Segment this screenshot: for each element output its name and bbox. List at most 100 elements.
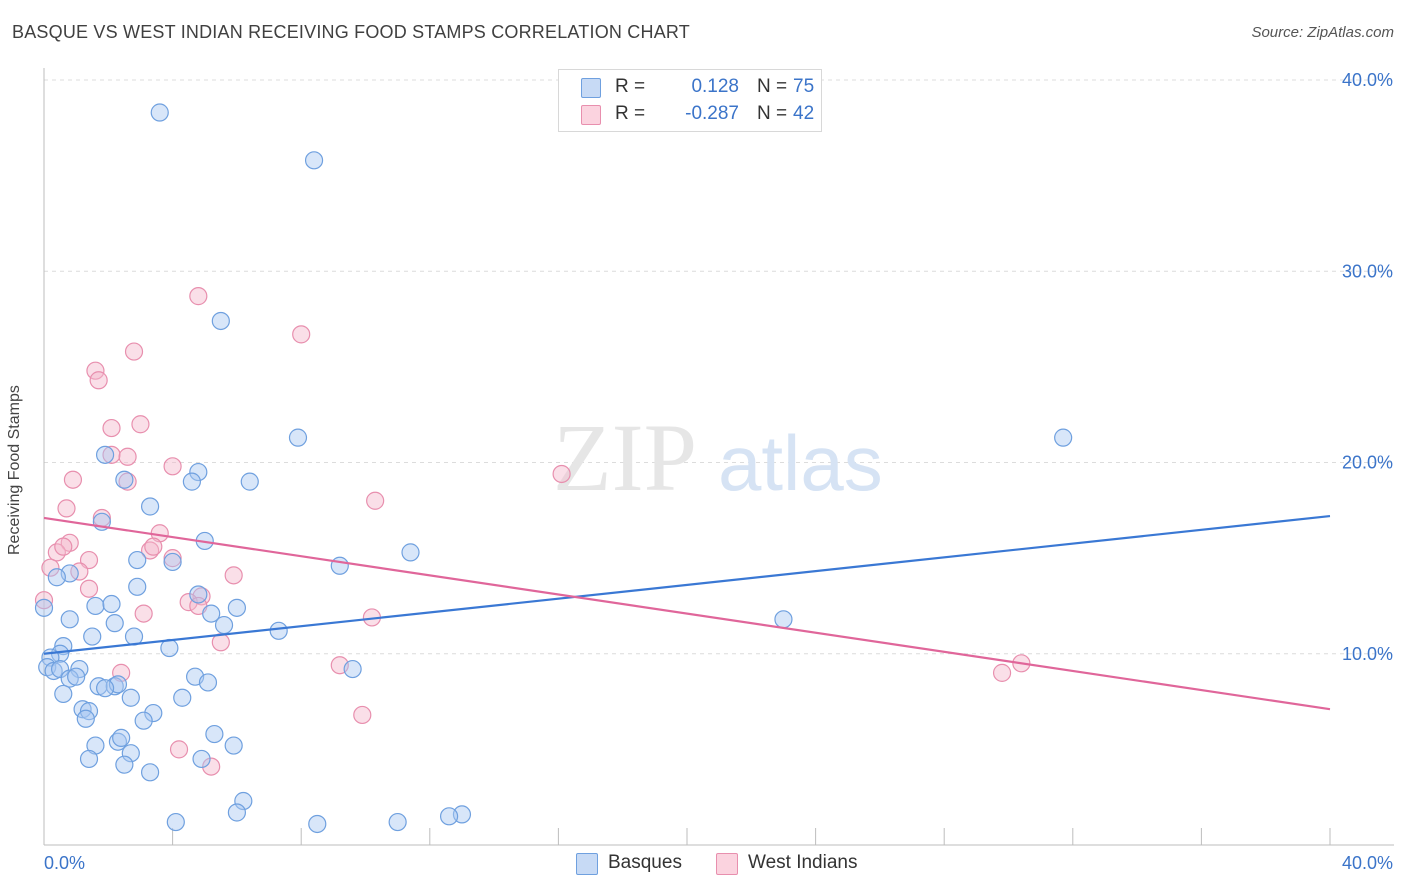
legend-r-label: R = <box>615 76 646 97</box>
basques-point <box>128 550 147 570</box>
west-indians-point <box>189 287 208 306</box>
west-indians-point <box>552 464 571 484</box>
basques-point <box>112 728 131 748</box>
west-indians-point <box>86 361 105 380</box>
basques-point <box>86 596 105 616</box>
basques-point <box>182 472 201 491</box>
legend-n-label: N = <box>757 76 788 97</box>
west-indians-point <box>54 537 73 556</box>
basques-point <box>304 151 324 170</box>
basques-point <box>269 621 288 640</box>
west-indians-point <box>124 342 144 361</box>
basques-point <box>234 791 253 811</box>
basques-point <box>224 736 243 755</box>
axes <box>43 68 1394 846</box>
basques-point <box>288 428 308 447</box>
basques-point <box>76 709 95 728</box>
west-indians-point <box>79 579 99 598</box>
basques-point <box>189 462 208 482</box>
legend-r-value: 0.128 <box>691 76 739 97</box>
chart-title: BASQUE VS WEST INDIAN RECEIVING FOOD STA… <box>12 22 690 42</box>
basques-point <box>102 594 121 614</box>
basques-point <box>89 677 108 696</box>
y-tick-label: 10.0% <box>1342 644 1393 664</box>
basques-point <box>44 661 63 681</box>
legend-n-label: N = <box>757 103 788 124</box>
basques-point <box>198 673 218 692</box>
legend-n-value: 42 <box>793 103 815 124</box>
basques-point <box>343 659 362 679</box>
basques-point <box>439 807 459 826</box>
legend-r-label: R = <box>615 103 646 124</box>
west-indians-point <box>34 591 54 610</box>
basques-point <box>134 711 153 730</box>
basques-point <box>150 103 169 122</box>
bottom-legend-label-basques: Basques <box>608 852 682 873</box>
legend-swatch-blue <box>581 78 601 98</box>
west-indians-point <box>57 499 76 518</box>
west-indians-point <box>63 470 83 489</box>
bottom-legend-swatch-blue <box>576 853 598 875</box>
basques-point <box>105 614 124 633</box>
west-indians-point <box>992 663 1012 682</box>
tick-labels: 10.0% 20.0% 30.0% 40.0% 0.0% 40.0% <box>44 70 1393 873</box>
west-indians-points <box>34 287 1031 776</box>
basques-point <box>50 659 70 679</box>
basques-point <box>308 814 327 834</box>
basques-point <box>140 497 160 516</box>
legend-swatch-pink <box>581 105 601 125</box>
basques-point <box>79 749 99 769</box>
basques-point <box>73 700 92 719</box>
basques-point <box>401 543 420 562</box>
basques-point <box>128 577 147 596</box>
west-indians-point <box>41 558 60 577</box>
basques-point <box>83 627 102 646</box>
west-indians-point <box>102 418 121 438</box>
basques-point <box>205 724 224 744</box>
west-indians-point <box>224 566 243 585</box>
y-tick-label: 30.0% <box>1342 261 1393 281</box>
west-indians-point <box>179 593 198 612</box>
west-indians-point <box>118 472 137 491</box>
basques-point <box>1054 428 1073 447</box>
basques-point <box>54 684 73 704</box>
basques-point <box>95 445 115 464</box>
basques-point <box>60 669 79 688</box>
west-indians-point <box>134 604 153 623</box>
west-indians-point <box>169 740 189 759</box>
trend-lines <box>43 514 1331 711</box>
watermark-atlas: atlas <box>718 419 883 507</box>
legend-r-value: -0.287 <box>685 103 739 124</box>
basques-point <box>163 552 182 572</box>
basques-point <box>774 610 793 629</box>
west-indians-point <box>102 445 121 464</box>
stats-legend: R = 0.128 N = 75 R = -0.287 N = 42 <box>558 69 822 132</box>
west-indians-point <box>131 415 150 434</box>
legend-n-value: 75 <box>793 76 815 97</box>
basques-point <box>202 604 221 623</box>
basques-point <box>115 755 134 774</box>
west-indians-point <box>292 325 311 344</box>
watermark-zip: ZIP <box>553 404 697 511</box>
west-indians-point <box>163 457 182 476</box>
west-indians-point <box>89 371 108 390</box>
basques-points <box>34 103 1073 834</box>
basques-point <box>67 667 86 686</box>
basques-point <box>227 803 246 822</box>
x-tick-label: 0.0% <box>44 853 85 873</box>
basques-point <box>189 585 208 604</box>
basques-point <box>34 598 54 617</box>
x-tick-label: 40.0% <box>1342 853 1393 873</box>
basques-point <box>95 679 115 698</box>
basques-point <box>173 688 192 707</box>
basques-point <box>227 598 246 617</box>
west-indians-point <box>144 537 163 556</box>
basques-point <box>144 703 163 723</box>
bottom-legend-label-west-indians: West Indians <box>748 852 858 873</box>
bottom-legend-swatch-pink <box>716 853 738 875</box>
basques-point <box>115 470 134 489</box>
source-credit: Source: ZipAtlas.com <box>1251 24 1394 41</box>
basques-point <box>330 556 349 575</box>
basques-point <box>192 749 211 769</box>
